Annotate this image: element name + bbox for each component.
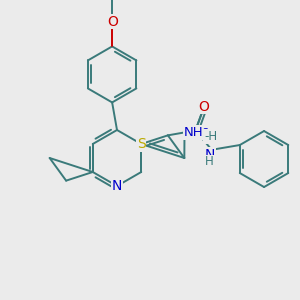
Text: N: N [112, 179, 122, 193]
Text: S: S [137, 137, 146, 151]
Text: O: O [198, 100, 209, 114]
Text: NH: NH [184, 126, 203, 139]
Text: O: O [108, 15, 118, 28]
Text: 2: 2 [202, 128, 209, 138]
Text: -H: -H [204, 130, 217, 143]
Text: H: H [205, 155, 214, 168]
Text: N: N [205, 148, 215, 162]
